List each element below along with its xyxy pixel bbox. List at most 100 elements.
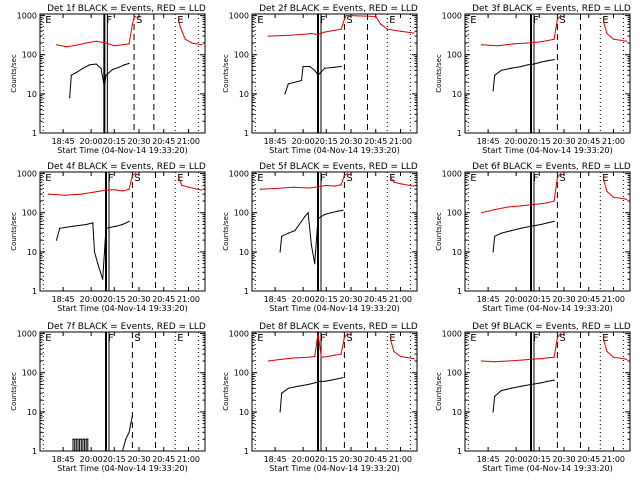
data-point <box>413 185 415 187</box>
data-point <box>612 196 615 198</box>
data-point <box>97 190 99 193</box>
data-point <box>494 74 496 76</box>
x-tick-label: 20:00 <box>80 295 103 304</box>
data-point <box>80 450 82 452</box>
events-line <box>69 62 130 98</box>
data-point <box>59 227 61 229</box>
data-point <box>333 354 336 356</box>
x-tick-label: 21:00 <box>389 295 412 304</box>
y-tick-label: 100 <box>22 51 37 60</box>
y-tick-label: 10 <box>27 248 37 257</box>
data-point <box>553 200 555 202</box>
x-axis-title: Start Time (04-Nov-14 19:33:20) <box>57 464 187 473</box>
data-point <box>279 251 281 253</box>
plot-frame <box>251 331 418 452</box>
data-point <box>88 64 91 66</box>
data-point <box>480 212 483 214</box>
lld-line <box>603 179 627 200</box>
events-line <box>492 379 555 412</box>
y-tick-label: 100 <box>447 369 462 378</box>
data-point <box>105 189 107 191</box>
lld-line <box>603 21 627 42</box>
data-point <box>324 67 326 69</box>
plot-frame <box>464 171 631 292</box>
data-point <box>128 431 130 433</box>
x-axis-title: Start Time (04-Nov-14 19:33:20) <box>482 464 612 473</box>
data-point <box>393 350 395 353</box>
data-point <box>606 32 608 35</box>
x-tick-label: 20:30 <box>552 295 575 304</box>
marker-label: E <box>602 333 608 344</box>
data-point <box>300 33 303 36</box>
data-point <box>307 212 309 214</box>
marker-label: F <box>533 173 539 184</box>
x-tick-label: 20:45 <box>577 455 600 464</box>
plot-frame <box>39 331 206 452</box>
data-point <box>276 187 278 189</box>
x-tick-label: 20:45 <box>152 137 175 146</box>
data-point <box>626 40 628 42</box>
x-tick-label: 18:45 <box>477 137 500 146</box>
lld-line <box>481 15 562 47</box>
data-point <box>319 380 321 382</box>
x-tick-label: 21:00 <box>602 137 625 146</box>
data-point <box>105 42 107 44</box>
y-axis-title: Counts/sec <box>10 212 18 251</box>
x-tick-label: 18:45 <box>477 455 500 464</box>
data-point <box>333 66 336 68</box>
data-point <box>113 45 115 47</box>
marker-label: F <box>108 333 114 344</box>
events-line <box>122 415 133 452</box>
data-point <box>128 43 130 45</box>
data-point <box>347 333 349 335</box>
data-point <box>85 223 87 226</box>
data-point <box>343 174 345 176</box>
data-point <box>130 423 132 425</box>
x-tick-label: 20:30 <box>552 137 575 146</box>
panel-title: Det 9f BLACK = Events, RED = LLD <box>472 322 631 332</box>
data-point <box>74 438 76 440</box>
data-point <box>287 83 289 85</box>
events-line <box>492 220 555 252</box>
data-point <box>546 60 549 62</box>
data-point <box>184 38 186 40</box>
lld-line <box>56 16 136 48</box>
y-tick-label: 1 <box>32 129 37 138</box>
y-axis-title: Counts/sec <box>10 54 18 93</box>
x-tick-label: 20:00 <box>505 455 528 464</box>
x-tick-label: 18:45 <box>52 295 75 304</box>
data-point <box>603 179 605 181</box>
data-point <box>300 79 303 82</box>
data-point <box>115 225 117 227</box>
marker-label: S <box>559 173 565 184</box>
data-point <box>530 358 532 360</box>
data-point <box>492 251 494 253</box>
data-point <box>317 186 319 188</box>
data-point <box>85 450 87 452</box>
data-point <box>121 44 124 46</box>
data-point <box>84 438 86 440</box>
lld-line <box>390 177 414 187</box>
events-line <box>279 377 343 412</box>
marker-label: S <box>136 15 142 26</box>
marker-label: E <box>177 333 183 344</box>
x-tick-label: 20:15 <box>315 455 338 464</box>
data-point <box>340 353 342 355</box>
panel-title: Det 7f BLACK = Events, RED = LLD <box>47 322 206 332</box>
marker-label: E <box>470 173 476 184</box>
x-tick-label: 20:45 <box>364 137 387 146</box>
y-tick-label: 1 <box>457 447 462 456</box>
data-point <box>393 181 395 183</box>
x-tick-label: 20:30 <box>339 455 362 464</box>
data-point <box>314 69 316 71</box>
data-point <box>178 176 180 178</box>
y-axis-title: Counts/sec <box>435 372 443 411</box>
data-point <box>105 227 107 229</box>
x-tick-label: 18:45 <box>264 295 287 304</box>
data-point <box>75 72 77 74</box>
data-point <box>191 42 193 44</box>
data-point <box>310 244 312 246</box>
data-point <box>345 15 347 17</box>
data-point <box>603 21 605 23</box>
data-point <box>79 450 81 452</box>
